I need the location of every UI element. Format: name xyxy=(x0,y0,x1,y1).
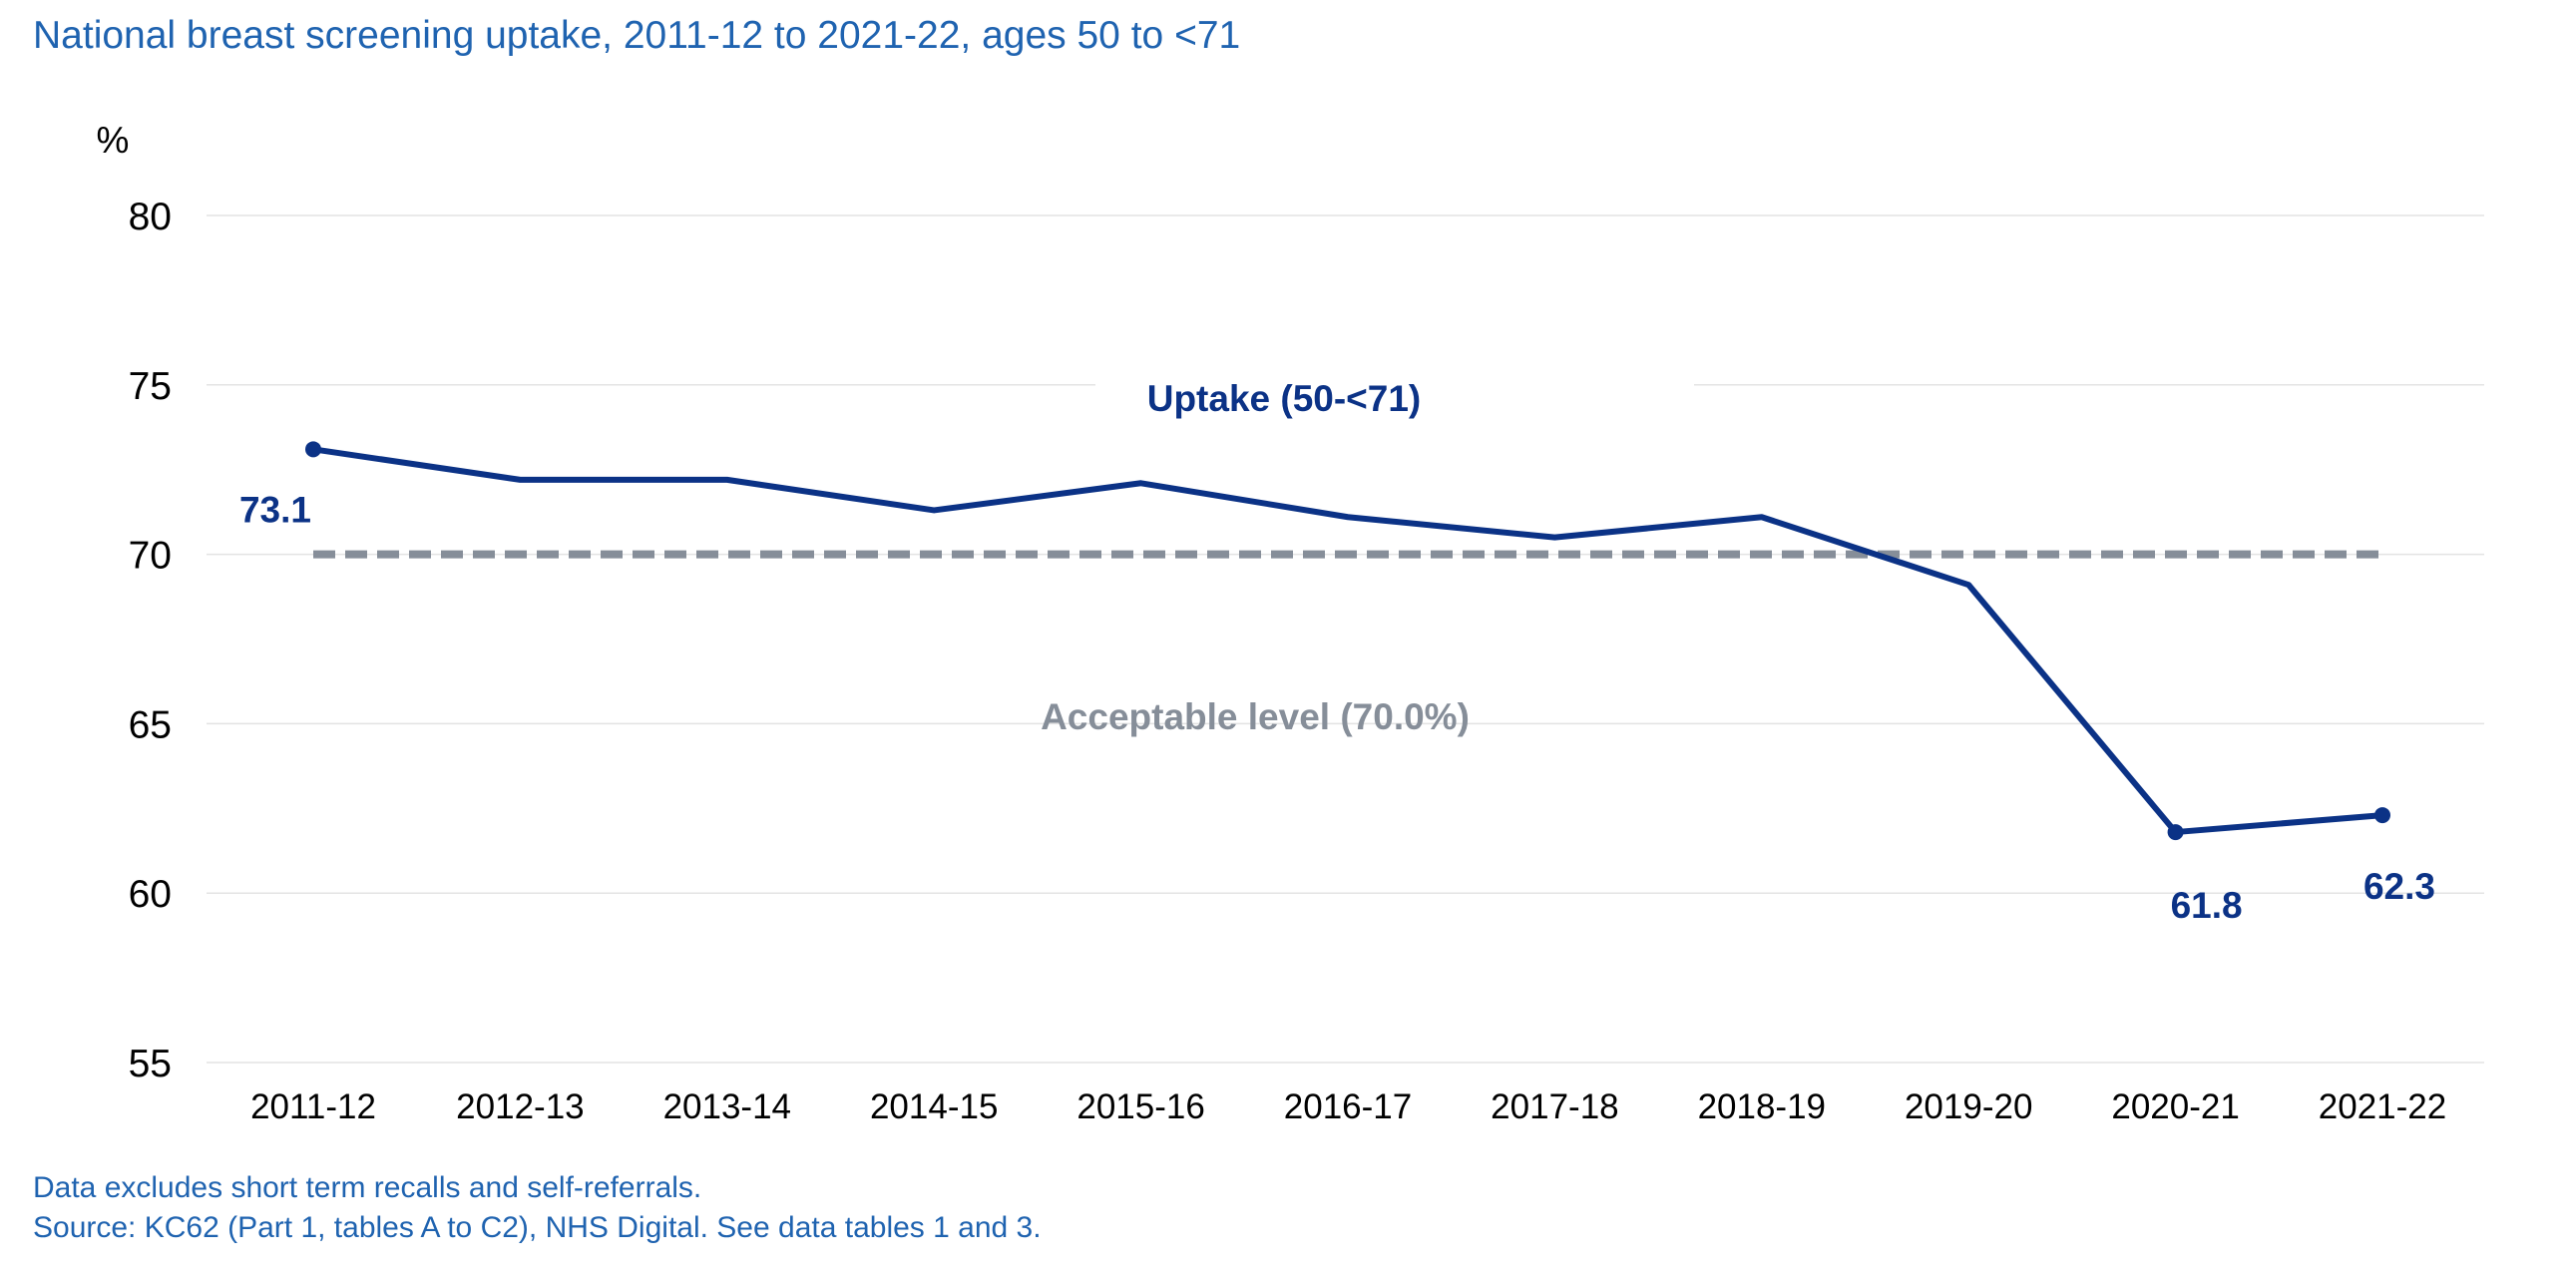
data-point-marker xyxy=(2167,824,2184,841)
data-point-marker xyxy=(2374,807,2390,824)
x-tick-label: 2011-12 xyxy=(250,1087,376,1126)
y-axis-ticks: 80 75 70 65 60 55 xyxy=(129,196,172,1085)
data-label: 73.1 xyxy=(239,489,311,530)
x-tick-label: 2017-18 xyxy=(1491,1087,1618,1126)
data-label: 61.8 xyxy=(2171,885,2243,926)
y-axis-unit-label: % xyxy=(97,120,130,161)
x-axis-ticks: 2011-12 2012-13 2013-14 2014-15 2015-16 2016-… xyxy=(250,1087,2446,1126)
x-tick-label: 2016-17 xyxy=(1284,1087,1412,1126)
data-labels: 73.1 61.8 62.3 xyxy=(239,489,2435,926)
data-point-marker xyxy=(305,441,321,458)
y-tick-label: 80 xyxy=(129,196,172,238)
series-label-background xyxy=(1095,367,1694,427)
footnote-exclusions: Data excludes short term recalls and sel… xyxy=(33,1171,702,1204)
x-tick-label: 2018-19 xyxy=(1698,1087,1826,1126)
x-tick-label: 2014-15 xyxy=(870,1087,998,1126)
x-tick-label: 2019-20 xyxy=(1905,1087,2032,1126)
data-label: 62.3 xyxy=(2363,866,2435,907)
x-tick-label: 2020-21 xyxy=(2111,1087,2239,1126)
y-tick-label: 70 xyxy=(129,535,172,578)
gridlines xyxy=(207,214,2484,1064)
x-tick-label: 2012-13 xyxy=(456,1087,584,1126)
chart-title: National breast screening uptake, 2011-1… xyxy=(33,14,1241,57)
uptake-series-label: Uptake (50-<71) xyxy=(1147,378,1422,419)
uptake-series xyxy=(305,441,2390,841)
y-tick-label: 55 xyxy=(129,1043,172,1085)
y-tick-label: 65 xyxy=(129,703,172,746)
uptake-line xyxy=(312,446,2383,836)
x-tick-label: 2013-14 xyxy=(663,1087,791,1126)
x-tick-label: 2015-16 xyxy=(1076,1087,1204,1126)
acceptable-level-label: Acceptable level (70.0%) xyxy=(1041,696,1470,737)
y-tick-label: 75 xyxy=(129,365,172,408)
footnote: Data excludes short term recalls and sel… xyxy=(33,1168,1042,1248)
y-tick-label: 60 xyxy=(129,873,172,916)
footnote-source: Source: KC62 (Part 1, tables A to C2), N… xyxy=(33,1211,1042,1244)
x-tick-label: 2021-22 xyxy=(2319,1087,2446,1126)
